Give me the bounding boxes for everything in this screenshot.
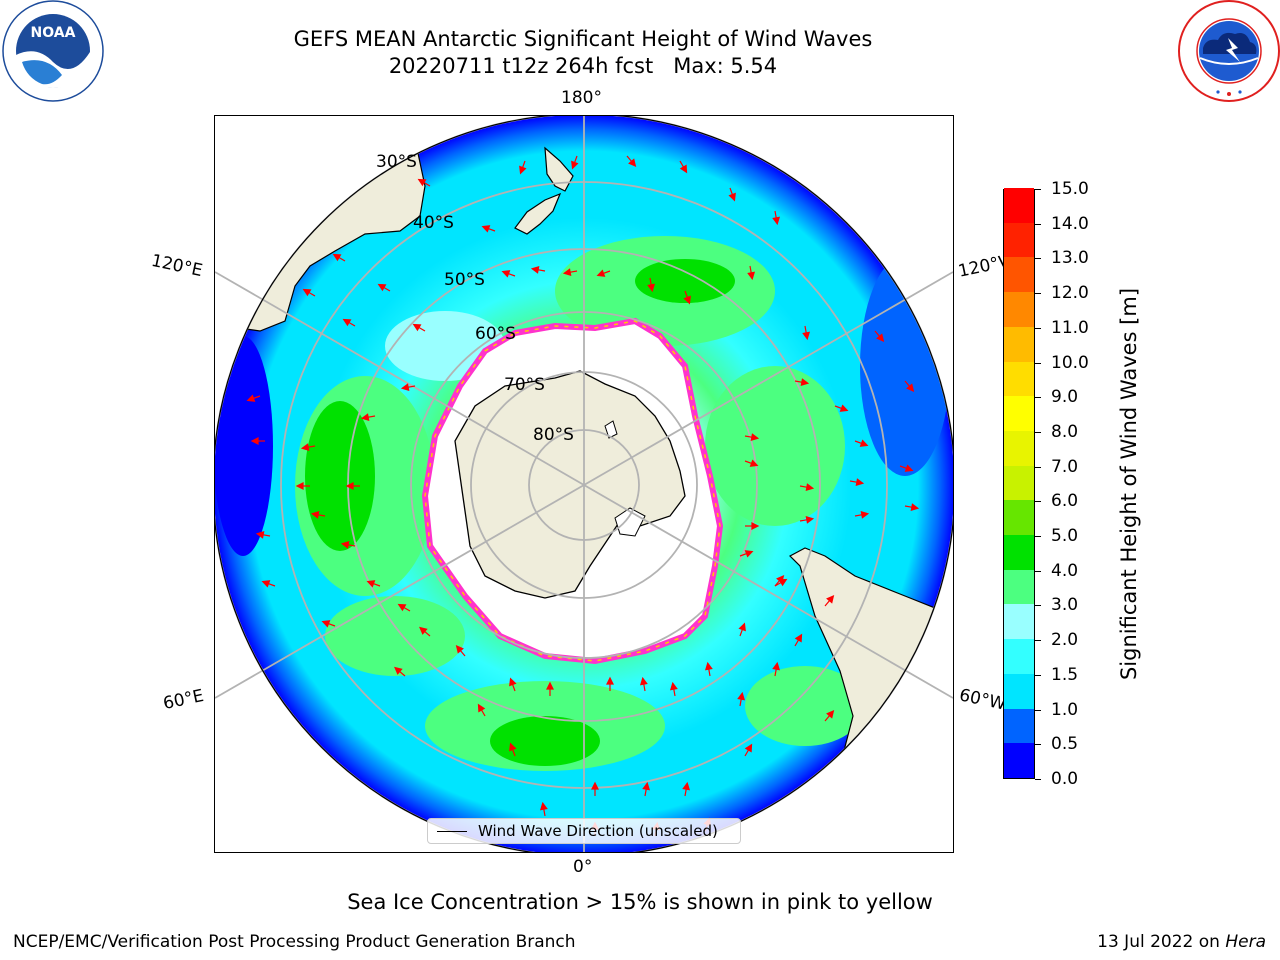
colorbar-tick-label: 2.0: [1035, 629, 1078, 651]
colorbar-segment: [1004, 326, 1034, 362]
colorbar-tick-label: 1.0: [1035, 699, 1078, 721]
colorbar-tick-label: 0.0: [1035, 768, 1078, 790]
colorbar-tick-label: 11.0: [1035, 317, 1089, 339]
wind-wave-map: [214, 115, 954, 853]
colorbar-tick-label: 5.0: [1035, 525, 1078, 547]
map-canvas: [215, 116, 953, 852]
footer-date: 13 Jul 2022 on Hera: [1097, 932, 1266, 952]
lat-label-40s: 40°S: [413, 213, 454, 233]
colorbar-segment: [1004, 742, 1034, 778]
lon-label-180: 180°: [561, 88, 602, 108]
colorbar-segment: [1004, 187, 1034, 223]
lat-label-70s: 70°S: [504, 375, 545, 395]
wind-wave-arrows: [246, 155, 920, 837]
lon-label-60w: 60°W: [957, 685, 1008, 715]
new-zealand-land: [514, 146, 574, 235]
colorbar-tick-label: 13.0: [1035, 247, 1089, 269]
colorbar-segment: [1004, 708, 1034, 744]
map-title: GEFS MEAN Antarctic Significant Height o…: [293, 27, 873, 51]
lat-label-80s: 80°S: [533, 425, 574, 445]
colorbar-tick-label: 14.0: [1035, 213, 1089, 235]
colorbar-tick-label: 10.0: [1035, 352, 1089, 374]
colorbar-segment: [1004, 603, 1034, 640]
africa-land-south: [303, 805, 416, 852]
colorbar-tick-label: 3.0: [1035, 594, 1078, 616]
colorbar-segment: [1004, 465, 1034, 501]
colorbar-tick-label: 12.0: [1035, 282, 1089, 304]
colorbar-tick-label: 4.0: [1035, 560, 1078, 582]
noaa-logo: NOAA: [2, 0, 104, 102]
colorbar-segment: [1004, 638, 1034, 674]
svg-text:NOAA: NOAA: [31, 25, 76, 41]
antarctica-land: [454, 370, 686, 599]
colorbar-segment: [1004, 499, 1034, 536]
colorbar-segment: [1004, 534, 1034, 570]
map-legend: Wind Wave Direction (unscaled): [427, 818, 741, 844]
sea-ice-caption: Sea Ice Concentration > 15% is shown in …: [347, 890, 933, 914]
map-subtitle: 20220711 t12z 264h fcst Max: 5.54: [388, 54, 778, 78]
lat-label-50s: 50°S: [444, 270, 485, 290]
colorbar-segment: [1004, 395, 1034, 431]
colorbar-segment: [1004, 361, 1034, 397]
colorbar-tick-label: 15.0: [1035, 178, 1089, 200]
colorbar: [1003, 187, 1035, 779]
lat-label-60s: 60°S: [475, 324, 516, 344]
lon-label-120e: 120°E: [149, 250, 205, 282]
footer-machine: Hera: [1225, 932, 1266, 952]
legend-line-sample: [437, 831, 467, 832]
lon-label-0: 0°: [573, 857, 593, 877]
colorbar-segment: [1004, 256, 1034, 293]
colorbar-tick-label: 6.0: [1035, 490, 1078, 512]
colorbar-tick-label: 1.5: [1035, 664, 1078, 686]
legend-label: Wind Wave Direction (unscaled): [478, 822, 718, 840]
lat-label-30s: 30°S: [376, 152, 417, 172]
colorbar-segment: [1004, 222, 1034, 258]
national-weather-service-logo: [1178, 0, 1280, 102]
colorbar-tick-label: 7.0: [1035, 456, 1078, 478]
footer-date-text: 13 Jul 2022 on: [1097, 932, 1226, 952]
colorbar-tick-label: 8.0: [1035, 421, 1078, 443]
colorbar-segment: [1004, 569, 1034, 605]
lon-label-60e: 60°E: [161, 685, 206, 715]
colorbar-tick-label: 0.5: [1035, 733, 1078, 755]
colorbar-tick-label: 9.0: [1035, 386, 1078, 408]
colorbar-segment: [1004, 673, 1034, 709]
footer-producer: NCEP/EMC/Verification Post Processing Pr…: [13, 932, 576, 952]
colorbar-segment: [1004, 291, 1034, 327]
colorbar-label: Significant Height of Wind Waves [m]: [1117, 287, 1141, 681]
africa-land: [215, 765, 298, 817]
colorbar-segment: [1004, 430, 1034, 466]
